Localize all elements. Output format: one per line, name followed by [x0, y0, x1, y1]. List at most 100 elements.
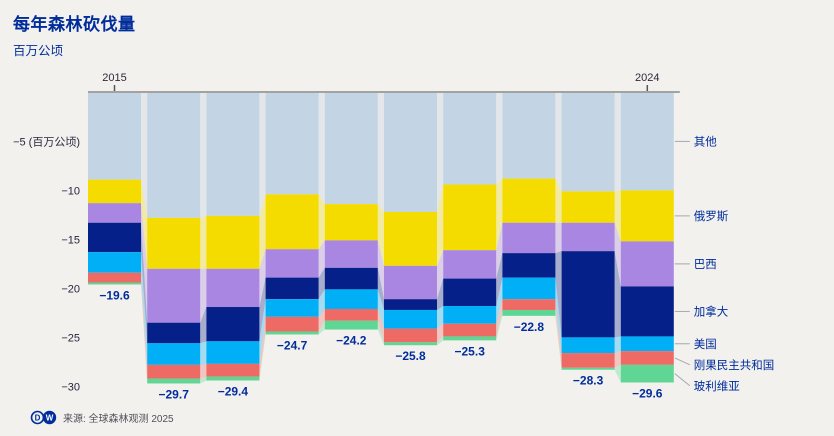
bar-segment-2022-4[interactable]	[502, 253, 556, 278]
bar-segment-2017-1[interactable]	[206, 92, 260, 216]
bar-segment-2024-1[interactable]	[620, 92, 674, 191]
bar-segment-2015-1[interactable]	[88, 92, 141, 180]
bar-segment-2019-1[interactable]	[324, 92, 378, 205]
bar-segment-2017-3[interactable]	[206, 268, 260, 308]
bar-segment-2023-7[interactable]	[561, 367, 615, 370]
bar-segment-2019-6[interactable]	[324, 308, 378, 321]
segment-connector	[318, 320, 325, 335]
segment-connector	[259, 92, 266, 216]
bar-segment-2021-3[interactable]	[443, 250, 497, 279]
segment-connector	[377, 267, 384, 310]
segment-connector	[141, 179, 148, 269]
bar-total-label: −25.8	[395, 349, 426, 363]
bar-segment-2020-2[interactable]	[384, 211, 437, 266]
segment-connector	[141, 252, 148, 365]
svg-text:W: W	[46, 413, 54, 422]
bar-segment-2019-2[interactable]	[324, 204, 378, 241]
bar-segment-2020-6[interactable]	[384, 328, 437, 343]
segment-connector	[141, 282, 148, 384]
segment-connector	[496, 92, 503, 185]
bar-total-label: −28.3	[573, 374, 604, 388]
bar-segment-2015-2[interactable]	[88, 179, 141, 204]
bar-segment-2017-6[interactable]	[206, 363, 260, 377]
segment-connector	[614, 92, 621, 192]
bar-segment-2021-1[interactable]	[443, 92, 497, 185]
bar-segment-2024-5[interactable]	[620, 336, 674, 352]
bar-segment-2017-4[interactable]	[206, 307, 260, 342]
segment-connector	[496, 299, 503, 337]
bar-segment-2023-2[interactable]	[561, 191, 615, 223]
bar-segment-2022-3[interactable]	[502, 222, 556, 254]
bar-segment-2022-6[interactable]	[502, 299, 556, 310]
bar-segment-2021-5[interactable]	[443, 306, 497, 324]
segment-connector	[259, 299, 266, 364]
segment-connector	[377, 308, 384, 343]
bar-total-label: −29.7	[159, 387, 190, 401]
bar-segment-2022-7[interactable]	[502, 309, 556, 316]
bar-segment-2024-6[interactable]	[620, 351, 674, 365]
bar-segment-2016-3[interactable]	[147, 268, 201, 323]
bar-segment-2017-2[interactable]	[206, 215, 260, 269]
bar-segment-2020-3[interactable]	[384, 265, 437, 300]
bar-segment-2019-3[interactable]	[324, 240, 378, 268]
bar-segment-2024-7[interactable]	[620, 364, 674, 383]
bar-segment-2018-7[interactable]	[265, 331, 319, 335]
bar-segment-2020-7[interactable]	[384, 342, 437, 346]
bar-segment-2016-2[interactable]	[147, 217, 201, 269]
bar-segment-2016-6[interactable]	[147, 364, 201, 379]
bar-segment-2023-5[interactable]	[561, 337, 615, 354]
segment-connector	[496, 222, 503, 279]
legend-label: 玻利维亚	[694, 380, 740, 393]
bar-segment-2018-2[interactable]	[265, 194, 319, 250]
bar-segment-2022-1[interactable]	[502, 92, 556, 179]
segment-connector	[555, 277, 562, 354]
bar-segment-2017-5[interactable]	[206, 341, 260, 364]
bar-segment-2015-5[interactable]	[88, 252, 141, 273]
bar-segment-2015-4[interactable]	[88, 222, 141, 253]
bar-segment-2023-3[interactable]	[561, 222, 615, 252]
bar-segment-2024-2[interactable]	[620, 190, 674, 242]
bar-segment-2019-7[interactable]	[324, 320, 378, 330]
bar-segment-2022-2[interactable]	[502, 178, 556, 223]
bar-segment-2017-7[interactable]	[206, 376, 260, 381]
bar-segment-2018-4[interactable]	[265, 277, 319, 300]
bar-segment-2023-6[interactable]	[561, 353, 615, 368]
bar-segment-2016-7[interactable]	[147, 378, 201, 384]
segment-connector	[200, 341, 207, 365]
bar-segment-2016-5[interactable]	[147, 343, 201, 365]
bar-segment-2015-3[interactable]	[88, 203, 141, 223]
segment-connector	[555, 222, 562, 254]
bar-segment-2018-1[interactable]	[265, 92, 319, 195]
bar-segment-2016-1[interactable]	[147, 92, 201, 218]
bar-segment-2019-4[interactable]	[324, 267, 378, 290]
bar-segment-2023-4[interactable]	[561, 251, 615, 338]
segment-connector	[259, 194, 266, 269]
bar-segment-2021-7[interactable]	[443, 336, 497, 341]
bar-segment-2016-4[interactable]	[147, 322, 201, 344]
bar-segment-2021-2[interactable]	[443, 184, 497, 251]
bar-segment-2023-1[interactable]	[561, 92, 615, 192]
svg-text:D: D	[35, 413, 41, 422]
bar-segment-2015-7[interactable]	[88, 282, 141, 285]
bar-segment-2015-6[interactable]	[88, 272, 141, 283]
segment-connector	[614, 222, 621, 287]
segment-connector	[614, 251, 621, 338]
bar-segment-2018-5[interactable]	[265, 299, 319, 317]
segment-connector	[259, 249, 266, 308]
bar-segment-2020-5[interactable]	[384, 309, 437, 329]
segment-connector	[437, 184, 444, 266]
segment-connector	[437, 336, 444, 346]
bar-segment-2024-4[interactable]	[620, 286, 674, 337]
bar-segment-2018-3[interactable]	[265, 249, 319, 278]
bar-segment-2020-4[interactable]	[384, 299, 437, 310]
bar-segment-2018-6[interactable]	[265, 316, 319, 332]
bar-segment-2021-6[interactable]	[443, 323, 497, 337]
segment-connector	[496, 277, 503, 324]
segment-connector	[555, 309, 562, 370]
bar-segment-2020-1[interactable]	[384, 92, 437, 212]
bar-segment-2021-4[interactable]	[443, 278, 497, 307]
segment-connector	[437, 323, 444, 343]
bar-segment-2022-5[interactable]	[502, 277, 556, 300]
bar-segment-2019-5[interactable]	[324, 289, 378, 309]
bar-segment-2024-3[interactable]	[620, 241, 674, 287]
